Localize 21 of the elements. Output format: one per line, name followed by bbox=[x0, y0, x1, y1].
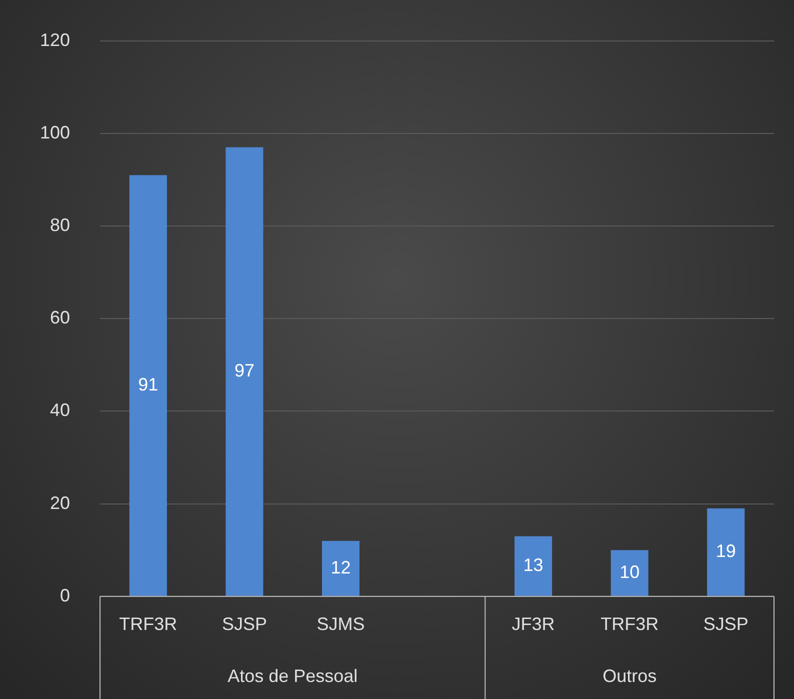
y-tick-label: 0 bbox=[60, 585, 70, 606]
x-tick-label: JF3R bbox=[512, 614, 555, 634]
y-tick-label: 80 bbox=[50, 214, 70, 235]
x-tick-label: SJMS bbox=[316, 614, 365, 634]
text: Outros bbox=[602, 666, 657, 686]
data-label: 10 bbox=[620, 562, 640, 582]
data-label: 13 bbox=[523, 555, 544, 576]
data-label: 97 bbox=[234, 360, 254, 381]
data-label: 91 bbox=[138, 374, 158, 394]
x-tick-label: SJSP bbox=[222, 614, 267, 634]
y-tick-label: 100 bbox=[40, 122, 70, 142]
y-tick-label: 120 bbox=[40, 30, 70, 50]
data-label: 12 bbox=[330, 557, 351, 578]
y-tick-label: 40 bbox=[50, 400, 70, 420]
y-tick-label: 60 bbox=[50, 308, 70, 328]
x-tick-label: SJSP bbox=[703, 614, 748, 634]
x-tick-label: TRF3R bbox=[119, 614, 178, 634]
x-tick-label: TRF3R bbox=[600, 614, 659, 634]
y-tick-label: 20 bbox=[50, 492, 70, 513]
text: Atos de Pessoal bbox=[228, 666, 358, 686]
data-label: 19 bbox=[716, 541, 736, 562]
